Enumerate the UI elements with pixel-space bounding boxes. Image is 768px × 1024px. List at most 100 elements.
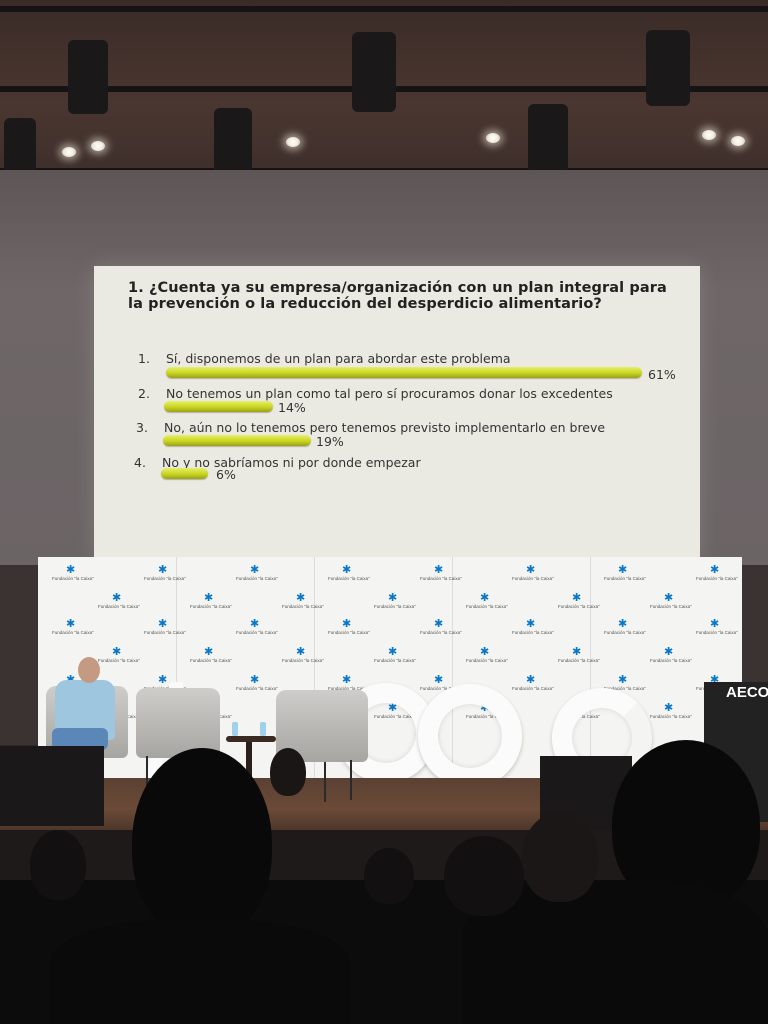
audience-head — [522, 812, 598, 902]
star-icon: ✱ — [342, 618, 352, 630]
sponsor-logo: ✱Fundación "la Caixa" — [558, 647, 600, 665]
sponsor-logo: ✱Fundación "la Caixa" — [466, 647, 508, 665]
audience-head — [364, 848, 414, 904]
star-icon: ✱ — [342, 674, 352, 686]
sponsor-logo-text: Fundación "la Caixa" — [236, 686, 278, 691]
sponsor-logo: ✱Fundación "la Caixa" — [512, 675, 554, 693]
sponsor-logo: ✱Fundación "la Caixa" — [190, 646, 232, 665]
option-number: 3. — [136, 420, 148, 435]
option-label: No tenemos un plan como tal pero sí proc… — [166, 386, 613, 401]
sponsor-logo-text: Fundación "la Caixa" — [98, 604, 140, 609]
sponsor-logo-text: Fundación "la Caixa" — [604, 686, 646, 691]
star-icon: ✱ — [158, 674, 168, 686]
sponsor-logo-text: Fundación "la Caixa" — [98, 658, 140, 663]
sponsor-logo: ✱Fundación "la Caixa" — [144, 564, 186, 583]
stage-monitor — [0, 746, 104, 826]
star-icon: ✱ — [526, 564, 536, 576]
sponsor-logo: ✱Fundación "la Caixa" — [420, 565, 462, 583]
star-icon: ✱ — [250, 674, 260, 686]
star-icon: ✱ — [158, 618, 168, 630]
light-bulb — [62, 147, 76, 157]
audience-head — [270, 748, 306, 796]
sponsor-logo: ✱Fundación "la Caixa" — [604, 618, 646, 637]
sponsor-logo: ✱Fundación "la Caixa" — [696, 565, 738, 583]
star-icon: ✱ — [664, 702, 674, 714]
stage-spotlight — [68, 40, 108, 114]
stage-spotlight — [214, 108, 252, 174]
stage-side-wall — [740, 565, 768, 685]
stage-spotlight — [4, 118, 36, 176]
sponsor-logo-text: Fundación "la Caixa" — [650, 604, 692, 609]
sponsor-logo: ✱Fundación "la Caixa" — [190, 592, 232, 611]
sponsor-logo: ✱Fundación "la Caixa" — [558, 592, 600, 611]
star-icon: ✱ — [66, 564, 76, 576]
star-icon: ✱ — [388, 592, 398, 604]
star-icon: ✱ — [618, 674, 628, 686]
result-bar — [164, 401, 273, 412]
stage-spotlight — [646, 30, 690, 106]
sponsor-logo-text: Fundación "la Caixa" — [328, 630, 370, 635]
star-icon: ✱ — [250, 564, 260, 576]
star-icon: ✱ — [66, 618, 76, 630]
option-percent: 61% — [648, 367, 676, 382]
sponsor-logo: ✱Fundación "la Caixa" — [650, 647, 692, 665]
option-number: 2. — [138, 386, 150, 401]
audience-shoulders — [50, 920, 350, 1024]
star-icon: ✱ — [710, 618, 720, 630]
water-bottle — [260, 722, 266, 736]
sponsor-logo-text: Fundación "la Caixa" — [650, 658, 692, 663]
sponsor-logo: ✱Fundación "la Caixa" — [236, 564, 278, 583]
star-icon: ✱ — [526, 618, 536, 630]
side-table — [226, 736, 276, 742]
star-icon: ✱ — [434, 674, 444, 686]
sponsor-logo-text: Fundación "la Caixa" — [420, 576, 462, 581]
sponsor-logo-text: Fundación "la Caixa" — [466, 604, 508, 609]
lectern-sign: AECO — [726, 684, 768, 701]
sponsor-logo-text: Fundación "la Caixa" — [52, 630, 94, 635]
sponsor-logo-text: Fundación "la Caixa" — [604, 630, 646, 635]
sponsor-logo-text: Fundación "la Caixa" — [420, 630, 462, 635]
stage-spotlight — [352, 32, 396, 112]
star-icon: ✱ — [296, 646, 306, 658]
result-bar — [166, 367, 642, 378]
result-bar — [163, 435, 311, 446]
sponsor-logo: ✱Fundación "la Caixa" — [144, 618, 186, 637]
light-bulb — [731, 136, 745, 146]
star-icon: ✱ — [388, 646, 398, 658]
sponsor-logo: ✱Fundación "la Caixa" — [696, 618, 738, 637]
star-icon: ✱ — [204, 592, 214, 604]
panel-seam — [590, 557, 591, 779]
sponsor-logo: ✱Fundación "la Caixa" — [52, 618, 94, 637]
star-icon: ✱ — [342, 564, 352, 576]
sponsor-logo: ✱Fundación "la Caixa" — [466, 593, 508, 611]
star-icon: ✱ — [204, 646, 214, 658]
sponsor-logo: ✱Fundación "la Caixa" — [650, 593, 692, 611]
sponsor-logo-text: Fundación "la Caixa" — [558, 604, 600, 609]
sponsor-logo: ✱Fundación "la Caixa" — [328, 564, 370, 583]
option-number: 4. — [134, 455, 146, 470]
option-number: 1. — [138, 351, 150, 366]
light-bulb — [91, 141, 105, 151]
audience-head — [444, 836, 524, 916]
stage-side-wall — [0, 565, 40, 745]
sponsor-logo-text: Fundación "la Caixa" — [696, 630, 738, 635]
sponsor-logo: ✱Fundación "la Caixa" — [282, 593, 324, 611]
star-icon: ✱ — [158, 564, 168, 576]
star-icon: ✱ — [112, 646, 122, 658]
chair-leg — [324, 762, 326, 802]
star-icon: ✱ — [618, 618, 628, 630]
panel-seam — [314, 557, 315, 779]
sponsor-logo: ✱Fundación "la Caixa" — [420, 674, 462, 693]
star-icon: ✱ — [618, 564, 628, 576]
sponsor-logo-text: Fundación "la Caixa" — [512, 576, 554, 581]
star-icon: ✱ — [572, 592, 582, 604]
sponsor-logo: ✱Fundación "la Caixa" — [512, 564, 554, 583]
sponsor-logo-text: Fundación "la Caixa" — [466, 658, 508, 663]
water-bottle — [232, 722, 238, 736]
sponsor-logo: ✱Fundación "la Caixa" — [236, 619, 278, 637]
sponsor-logo-text: Fundación "la Caixa" — [604, 576, 646, 581]
sponsor-logo-text: Fundación "la Caixa" — [650, 714, 692, 719]
sponsor-logo-text: Fundación "la Caixa" — [512, 686, 554, 691]
sponsor-logo-text: Fundación "la Caixa" — [144, 630, 186, 635]
star-icon: ✱ — [112, 592, 122, 604]
